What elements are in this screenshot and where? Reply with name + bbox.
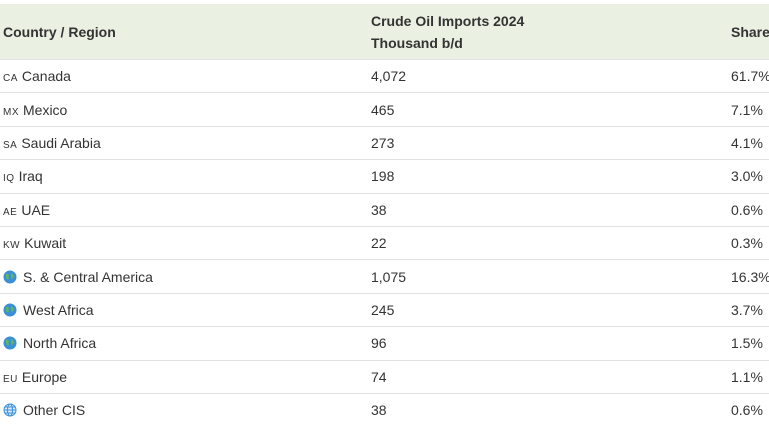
share-cell: 1.1% [728, 359, 769, 394]
table-row: North Africa 96 1.5% [0, 326, 769, 361]
value-cell: 245 [368, 292, 728, 327]
table-row: IQ Iraq 198 3.0% [0, 159, 769, 194]
value-cell: 465 [368, 92, 728, 127]
value-cell: 1,075 [368, 259, 728, 294]
country-cell: AE UAE [0, 192, 368, 227]
table-row: KW Kuwait 22 0.3% [0, 225, 769, 260]
value-cell: 22 [368, 225, 728, 260]
country-name: Saudi Arabia [21, 134, 101, 151]
share-cell: 0.3% [728, 225, 769, 260]
share-cell: 7.1% [728, 92, 769, 127]
table-row: EU Europe 74 1.1% [0, 359, 769, 394]
header-cell: Crude Oil Imports 2024 Thousand b/d [368, 4, 728, 60]
share-cell: 0.6% [728, 392, 769, 427]
country-cell: IQ Iraq [0, 159, 368, 194]
value-cell: 4,072 [368, 58, 728, 93]
table-row: Other CIS 38 0.6% [0, 392, 769, 427]
header-cell: Country / Region [0, 4, 368, 60]
header-unit: Thousand b/d [371, 34, 463, 51]
table-row: AE UAE 38 0.6% [0, 192, 769, 227]
share-cell: 16.3% [728, 259, 769, 294]
country-cell: CA Canada [0, 58, 368, 93]
table-row: MX Mexico 465 7.1% [0, 92, 769, 127]
imports-table: Country / Region Crude Oil Imports 2024 T… [0, 4, 769, 427]
table-row: SA Saudi Arabia 273 4.1% [0, 125, 769, 160]
country-name: Mexico [23, 101, 68, 118]
globe-icon [3, 403, 17, 417]
globe-icon [3, 270, 17, 284]
flag-code: IQ [3, 173, 15, 185]
flag-code: SA [3, 139, 18, 151]
table-row: West Africa 245 3.7% [0, 292, 769, 327]
value-cell: 96 [368, 326, 728, 361]
country-name: UAE [21, 201, 51, 218]
table-row: S. & Central America 1,075 16.3% [0, 259, 769, 294]
country-name: Europe [21, 368, 68, 385]
flag-code: MX [3, 106, 19, 118]
share-cell: 4.1% [728, 125, 769, 160]
country-cell: West Africa [0, 292, 368, 327]
country-name: Other CIS [23, 402, 86, 419]
country-name: S. & Central America [23, 268, 153, 285]
flag-code: AE [3, 206, 18, 218]
country-cell: SA Saudi Arabia [0, 125, 368, 160]
country-cell: MX Mexico [0, 92, 368, 127]
value-cell: 198 [368, 159, 728, 194]
flag-code: KW [3, 240, 21, 252]
country-name: Kuwait [24, 235, 67, 252]
header-row: Country / Region Crude Oil Imports 2024 T… [0, 4, 769, 60]
country-cell: KW Kuwait [0, 225, 368, 260]
share-cell: 0.6% [728, 192, 769, 227]
share-cell: 3.0% [728, 159, 769, 194]
header-text: Crude Oil Imports 2024 [371, 12, 525, 29]
value-cell: 38 [368, 192, 728, 227]
country-cell: EU Europe [0, 359, 368, 394]
flag-code: CA [3, 73, 18, 85]
country-cell: Other CIS [0, 392, 368, 427]
header-cell: Share [728, 4, 769, 60]
share-cell: 3.7% [728, 292, 769, 327]
value-cell: 38 [368, 392, 728, 427]
value-cell: 74 [368, 359, 728, 394]
table-row: CA Canada 4,072 61.7% [0, 58, 769, 93]
flag-code: EU [3, 373, 18, 385]
share-cell: 1.5% [728, 326, 769, 361]
country-name: North Africa [23, 335, 97, 352]
value-cell: 273 [368, 125, 728, 160]
globe-icon [3, 336, 17, 350]
country-cell: S. & Central America [0, 259, 368, 294]
country-name: Canada [21, 68, 71, 85]
country-name: Iraq [18, 168, 43, 185]
country-cell: North Africa [0, 326, 368, 361]
globe-icon [3, 303, 17, 317]
country-name: West Africa [23, 301, 94, 318]
share-cell: 61.7% [728, 58, 769, 93]
